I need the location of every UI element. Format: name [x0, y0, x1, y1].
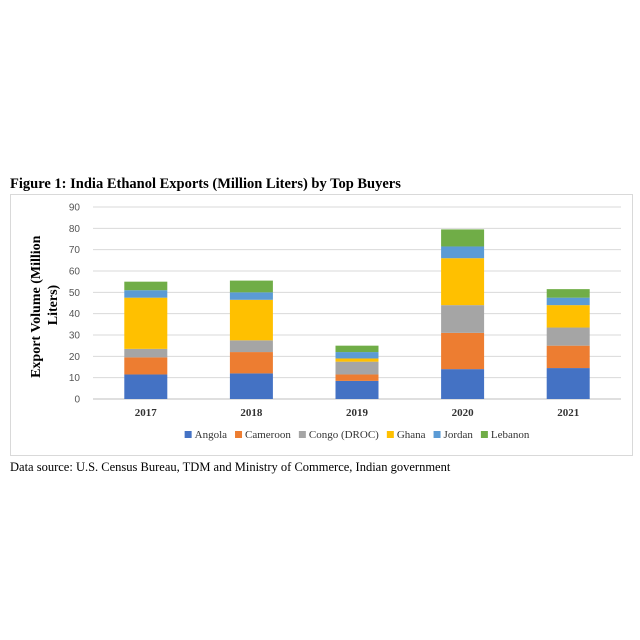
bar-segment: [124, 348, 168, 358]
bar-segment: [441, 229, 485, 247]
y-axis-label: Export Volume (Million Liters): [29, 232, 61, 378]
legend-label: Jordan: [444, 429, 474, 441]
bar-segment: [124, 290, 168, 298]
y-tick-label: 30: [69, 331, 81, 342]
stacked-bar-chart: 0 10 20 30 40 50 60 70 80 90 2017 2018 2019 2020 2021…: [29, 203, 621, 441]
y-tick-label: 80: [69, 224, 81, 235]
gridlines: [93, 206, 621, 400]
x-tick-label: 2019: [346, 407, 369, 419]
bar-segment: [441, 332, 485, 370]
bar-segment: [124, 297, 168, 349]
bar-segment: [229, 299, 273, 341]
legend-item: Lebanon: [480, 429, 530, 441]
y-tick-label: 0: [74, 395, 80, 406]
bar-segment: [124, 374, 168, 399]
bar-segment: [546, 345, 590, 369]
bar-segment: [441, 246, 485, 259]
bar-segment: [124, 281, 168, 291]
legend-item: Jordan: [433, 429, 474, 441]
legend-swatch: [298, 431, 306, 438]
bar-segment: [335, 380, 379, 399]
legend-swatch: [386, 431, 394, 438]
source-note: Data source: U.S. Census Bureau, TDM and…: [10, 460, 451, 474]
y-tick-label: 70: [69, 245, 81, 256]
y-tick-labels: 0 10 20 30 40 50 60 70 80 90: [69, 203, 81, 406]
legend-item: Cameroon: [235, 429, 291, 441]
bar-segment: [229, 292, 273, 300]
bar-segment: [546, 289, 590, 298]
legend-swatch: [184, 431, 192, 438]
figure-title: Figure 1: India Ethanol Exports (Million…: [10, 176, 401, 192]
legend-item: Ghana: [386, 429, 426, 441]
legend: Angola Cameroon Congo (DROC) Ghana Jordan Leb…: [184, 429, 530, 441]
bar-segment: [546, 327, 590, 346]
x-tick-label: 2017: [135, 407, 158, 419]
y-tick-label: 50: [69, 288, 81, 299]
y-axis-label-line-2: Liters): [46, 284, 61, 325]
x-tick-label: 2021: [557, 407, 579, 419]
bar-segment: [229, 373, 273, 399]
bar-segment: [229, 280, 273, 293]
bar-segment: [335, 358, 379, 362]
legend-swatch: [433, 431, 441, 438]
bar-segment: [441, 369, 485, 399]
y-tick-label: 60: [69, 267, 81, 278]
y-tick-label: 20: [69, 352, 81, 363]
bar-segment: [229, 352, 273, 374]
legend-label: Congo (DROC): [309, 429, 379, 441]
y-axis-label-line-1: Export Volume (Million: [29, 235, 44, 378]
y-tick-label: 40: [69, 309, 81, 320]
legend-label: Angola: [195, 429, 228, 441]
bar-segment: [335, 345, 379, 353]
x-tick-label: 2018: [240, 407, 263, 419]
bar-segment: [546, 297, 590, 306]
chart-frame: 0 10 20 30 40 50 60 70 80 90 2017 2018 2019 2020 2021…: [10, 194, 633, 456]
category-labels: 2017 2018 2019 2020 2021: [135, 407, 579, 419]
legend-label: Cameroon: [245, 429, 291, 441]
bar-segment: [335, 361, 379, 375]
bar-segment: [546, 305, 590, 328]
legend-swatch: [235, 431, 243, 438]
bar-segment: [124, 357, 168, 375]
bar-segment: [335, 374, 379, 381]
legend-item: Angola: [184, 429, 228, 441]
bar-segment: [441, 305, 485, 333]
x-tick-label: 2020: [452, 407, 475, 419]
legend-label: Ghana: [397, 429, 426, 441]
bar-segment: [229, 340, 273, 353]
bar-segment: [441, 258, 485, 306]
y-tick-label: 10: [69, 373, 81, 384]
legend-item: Congo (DROC): [298, 429, 379, 441]
legend-swatch: [480, 431, 488, 438]
legend-label: Lebanon: [491, 429, 530, 441]
y-tick-label: 90: [69, 203, 81, 214]
bar-segment: [335, 352, 379, 359]
bar-segment: [546, 368, 590, 399]
bars: [124, 229, 590, 399]
